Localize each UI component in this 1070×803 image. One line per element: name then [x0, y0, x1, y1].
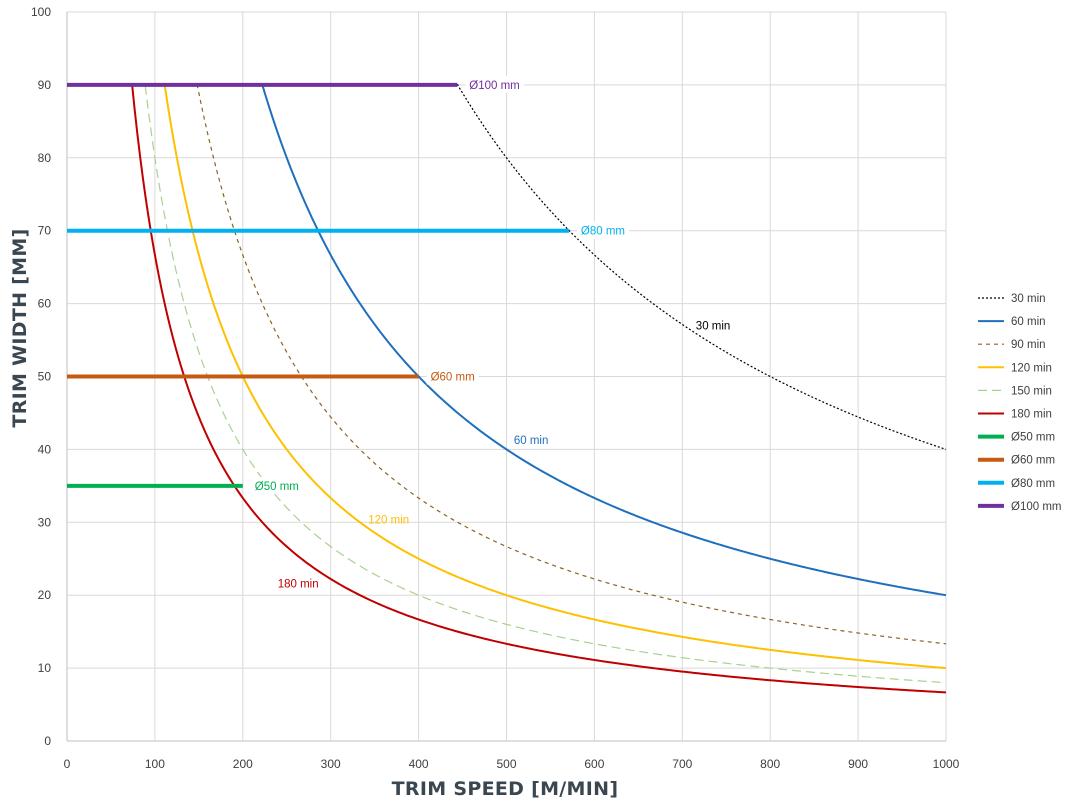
diameter-label-bg	[426, 367, 479, 385]
diameter-label: Ø80 mm	[581, 226, 625, 238]
x-tick-label: 100	[145, 757, 165, 771]
x-tick-label: 800	[760, 757, 780, 771]
y-tick-label: 70	[38, 224, 52, 238]
x-tick-label: 900	[848, 757, 868, 771]
series-line-60-min	[261, 83, 947, 597]
y-tick-label: 20	[38, 588, 52, 602]
diameter-label: Ø50 mm	[255, 481, 299, 493]
y-tick-label: 80	[38, 151, 52, 165]
legend-label: Ø60 mm	[1011, 455, 1055, 467]
diameter-label-bg	[250, 476, 303, 494]
y-tick-label: 40	[38, 442, 52, 456]
x-tick-label: 300	[321, 757, 341, 771]
diameter-label-bg	[465, 75, 524, 93]
curve-label: 120 min	[368, 514, 409, 526]
x-tick-label: 700	[672, 757, 692, 771]
series-line-180-min	[131, 84, 947, 694]
series-line-120-min	[163, 84, 947, 670]
curve-label: 30 min	[696, 320, 731, 332]
series-line-90-min	[196, 84, 947, 645]
curve-annotations: Ø50 mm Ø60 mm Ø80 mm Ø100 mm 30 min 60 min 120…	[250, 75, 731, 591]
series-line-30-min	[456, 83, 947, 450]
y-tick-label: 50	[38, 370, 52, 384]
diameter-label: Ø100 mm	[469, 80, 520, 92]
y-axis-title: TRIM WIDTH [MM]	[9, 228, 31, 427]
curve-label: 60 min	[514, 435, 549, 447]
y-tick-label: 60	[38, 297, 52, 311]
y-axis-ticks: 0 10 20 30 40 50 60 70 80 90 100	[31, 5, 51, 748]
x-tick-label: 1000	[933, 757, 960, 771]
series-line-150-min	[144, 85, 947, 684]
x-tick-label: 600	[584, 757, 604, 771]
legend-label: 150 min	[1011, 385, 1052, 397]
x-tick-label: 0	[64, 757, 71, 771]
legend-label: 60 min	[1011, 316, 1046, 328]
legend-label: Ø100 mm	[1011, 501, 1062, 513]
diameter-label: Ø60 mm	[431, 372, 475, 384]
y-tick-label: 0	[44, 734, 51, 748]
legend-label: Ø80 mm	[1011, 478, 1055, 490]
y-tick-label: 90	[38, 78, 52, 92]
x-tick-label: 500	[496, 757, 516, 771]
curve-label: 180 min	[278, 579, 319, 591]
plot-series	[67, 82, 947, 694]
y-tick-label: 10	[38, 661, 52, 675]
x-tick-label: 200	[233, 757, 253, 771]
legend-label: 30 min	[1011, 293, 1046, 305]
legend-label: 90 min	[1011, 339, 1046, 351]
legend-label: 180 min	[1011, 409, 1052, 421]
diameter-label-bg	[576, 221, 630, 239]
legend: 30 min 60 min 90 min 120 min 150 min 180 min Ø…	[978, 293, 1062, 513]
x-axis-ticks: 0 100 200 300 400 500 600 700 800 900 1000	[64, 757, 960, 771]
y-tick-label: 30	[38, 515, 52, 529]
x-axis-title: TRIM SPEED [M/MIN]	[392, 778, 619, 800]
x-tick-label: 400	[409, 757, 429, 771]
legend-label: Ø50 mm	[1011, 432, 1055, 444]
y-tick-label: 100	[31, 5, 51, 19]
legend-label: 120 min	[1011, 362, 1052, 374]
